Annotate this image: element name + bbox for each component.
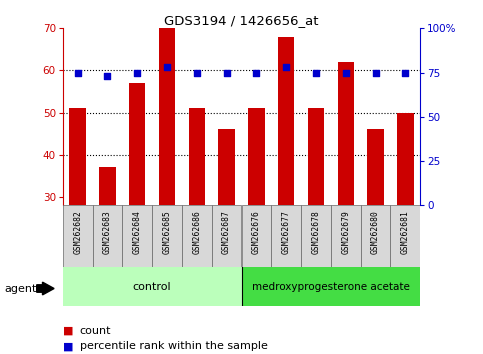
Bar — [338, 62, 354, 323]
Point — [74, 70, 82, 75]
Bar — [271, 205, 301, 267]
Text: GSM262676: GSM262676 — [252, 210, 261, 254]
Bar — [70, 108, 86, 323]
Bar — [152, 205, 182, 267]
Text: GSM262683: GSM262683 — [103, 210, 112, 254]
Text: ■: ■ — [63, 326, 73, 336]
Text: control: control — [133, 282, 171, 292]
Point — [282, 64, 290, 70]
Text: GSM262684: GSM262684 — [133, 210, 142, 254]
Text: GSM262681: GSM262681 — [401, 210, 410, 254]
Point — [372, 70, 380, 75]
Text: GSM262686: GSM262686 — [192, 210, 201, 254]
Bar — [390, 205, 420, 267]
Text: ■: ■ — [63, 341, 73, 351]
Text: GSM262680: GSM262680 — [371, 210, 380, 254]
Text: percentile rank within the sample: percentile rank within the sample — [80, 341, 268, 351]
Text: count: count — [80, 326, 111, 336]
Point — [312, 70, 320, 75]
Bar — [212, 205, 242, 267]
Bar — [368, 130, 384, 323]
Point — [401, 70, 409, 75]
Bar — [361, 205, 390, 267]
Text: GSM262679: GSM262679 — [341, 210, 350, 254]
Point — [223, 70, 230, 75]
Text: medroxyprogesterone acetate: medroxyprogesterone acetate — [252, 282, 410, 292]
Bar — [129, 83, 145, 323]
Bar — [301, 205, 331, 267]
Bar — [122, 205, 152, 267]
Bar — [189, 108, 205, 323]
Bar — [63, 205, 93, 267]
Text: GSM262677: GSM262677 — [282, 210, 291, 254]
Bar — [248, 108, 265, 323]
Bar — [99, 167, 115, 323]
Bar — [242, 267, 420, 306]
Bar — [278, 37, 294, 323]
Point — [193, 70, 201, 75]
FancyArrow shape — [37, 282, 54, 295]
Text: GSM262682: GSM262682 — [73, 210, 82, 254]
Bar — [218, 130, 235, 323]
Bar — [242, 205, 271, 267]
Point — [104, 73, 112, 79]
Bar — [93, 205, 122, 267]
Bar — [308, 108, 324, 323]
Bar — [331, 205, 361, 267]
Text: agent: agent — [5, 284, 37, 293]
Point — [253, 70, 260, 75]
Text: GSM262678: GSM262678 — [312, 210, 320, 254]
Text: GSM262687: GSM262687 — [222, 210, 231, 254]
Bar — [182, 205, 212, 267]
Bar — [397, 113, 413, 323]
Bar — [63, 267, 242, 306]
Bar — [159, 28, 175, 323]
Point — [133, 70, 141, 75]
Point — [342, 70, 350, 75]
Point — [163, 64, 171, 70]
Text: GSM262685: GSM262685 — [163, 210, 171, 254]
Title: GDS3194 / 1426656_at: GDS3194 / 1426656_at — [164, 14, 319, 27]
